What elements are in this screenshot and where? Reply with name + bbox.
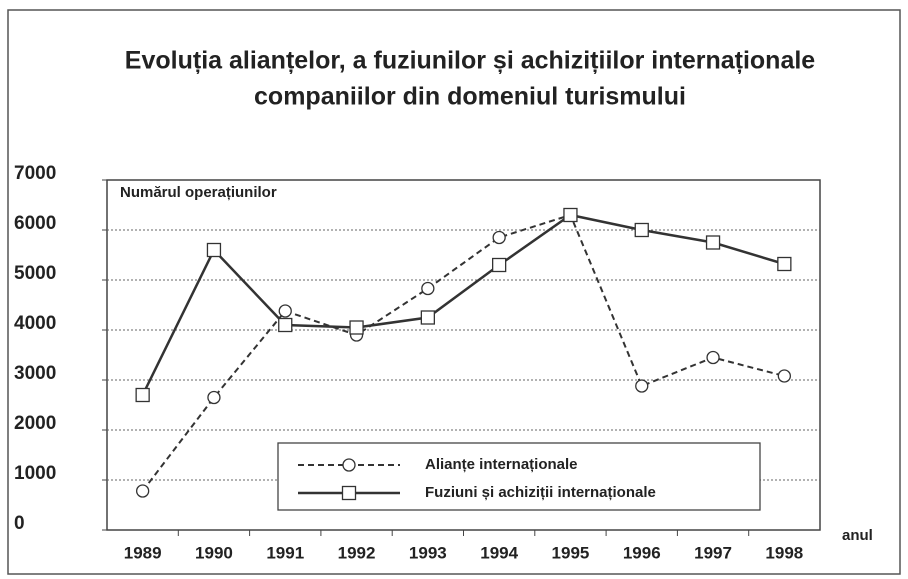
marker — [135, 484, 150, 498]
marker — [207, 390, 221, 405]
legend-label: Alianțe internaționale — [425, 456, 578, 473]
marker — [135, 387, 150, 403]
x-tick-label: 1994 — [480, 543, 518, 562]
y-tick-label: 0 — [14, 513, 25, 534]
y-axis-label: Numărul operațiunilor — [120, 184, 277, 201]
series-line — [141, 213, 785, 396]
legend — [277, 442, 761, 511]
marker — [342, 458, 356, 472]
x-axis-label: anul — [842, 527, 873, 544]
legend-label: Fuziuni și achiziții internaționale — [425, 484, 656, 501]
marker — [777, 369, 791, 383]
x-tick-label: 1995 — [552, 543, 590, 562]
marker — [341, 485, 357, 501]
x-tick-label: 1991 — [266, 543, 304, 562]
chart-title: Evoluția alianțelor, a fuziunilor și ach… — [125, 47, 816, 75]
x-tick-label: 1989 — [124, 543, 162, 562]
y-tick-label: 7000 — [14, 163, 56, 184]
y-tick-label: 2000 — [14, 413, 56, 434]
marker — [421, 281, 435, 296]
chart-title: companiilor din domeniul turismului — [254, 83, 686, 111]
marker — [563, 207, 578, 223]
x-tick-label: 1992 — [338, 543, 376, 562]
y-tick-label: 3000 — [14, 363, 56, 384]
marker — [349, 320, 364, 335]
x-tick-label: 1997 — [694, 543, 732, 562]
marker — [706, 350, 720, 365]
marker — [420, 310, 436, 325]
x-tick-label: 1993 — [409, 543, 447, 562]
marker — [206, 242, 222, 258]
marker — [492, 230, 506, 245]
marker — [635, 379, 649, 393]
marker — [278, 304, 292, 318]
marker — [491, 257, 507, 273]
y-tick-label: 6000 — [14, 213, 56, 234]
marker — [705, 235, 721, 250]
y-tick-label: 1000 — [14, 463, 56, 484]
x-tick-label: 1996 — [623, 543, 661, 562]
marker — [777, 256, 792, 272]
x-tick-label: 1998 — [765, 543, 803, 562]
series-line — [141, 213, 785, 492]
y-tick-label: 5000 — [14, 263, 56, 284]
y-tick-label: 4000 — [14, 313, 56, 334]
marker — [278, 317, 293, 333]
marker — [634, 222, 649, 238]
x-tick-label: 1990 — [195, 543, 233, 562]
